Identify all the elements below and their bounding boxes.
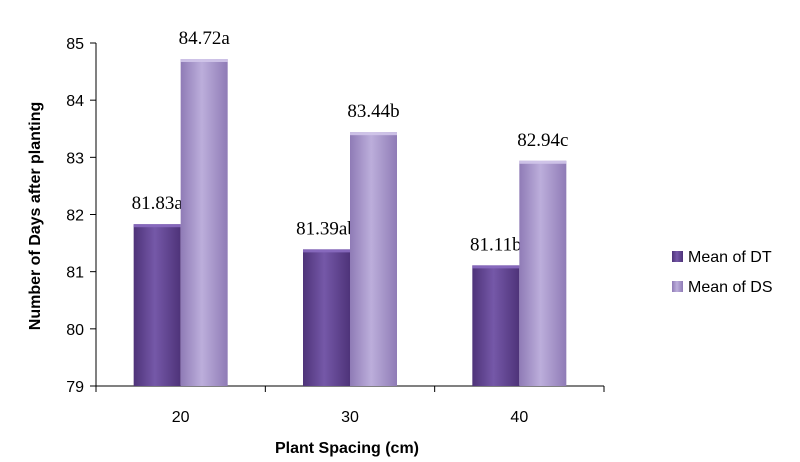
legend-label-dt: Mean of DT xyxy=(688,249,772,266)
data-label: 83.44b xyxy=(347,101,399,122)
bar-top-highlight xyxy=(350,132,397,136)
legend-swatch-dt xyxy=(672,251,683,262)
bar-dt xyxy=(133,224,181,386)
plot-area: 79 80 81 82 83 84 85 20 81.83a 84.72a 30 81.39ab 83.… xyxy=(66,28,605,426)
bar-top-highlight xyxy=(303,249,350,253)
legend: Mean of DT Mean of DS xyxy=(672,249,772,296)
bar-top-highlight xyxy=(472,265,520,269)
y-tick-label: 83 xyxy=(66,150,84,167)
y-tick-label: 84 xyxy=(66,93,84,110)
bar-ds xyxy=(180,59,228,387)
y-tick-label: 80 xyxy=(66,322,84,339)
bar-ds xyxy=(350,132,397,386)
bar-top-highlight xyxy=(519,160,567,164)
data-label: 81.11b xyxy=(470,234,522,255)
y-tick-label: 85 xyxy=(66,36,84,53)
x-tick-label: 20 xyxy=(172,409,190,426)
y-tick-label: 79 xyxy=(66,379,84,396)
y-tick-label: 82 xyxy=(66,208,84,225)
data-label: 84.72a xyxy=(179,28,231,49)
x-tick-label: 40 xyxy=(510,409,528,426)
legend-item-dt: Mean of DT xyxy=(672,249,772,266)
legend-swatch-ds xyxy=(672,281,683,292)
legend-item-ds: Mean of DS xyxy=(672,279,772,296)
y-tick-label: 81 xyxy=(66,265,84,282)
data-label: 82.94c xyxy=(517,130,568,151)
bar-top-highlight xyxy=(180,59,228,63)
y-axis-title: Number of Days after planting xyxy=(27,102,44,330)
bar-top-highlight xyxy=(133,224,181,228)
x-axis-title: Plant Spacing (cm) xyxy=(275,440,419,457)
data-label: 81.83a xyxy=(132,193,184,214)
x-tick-label: 30 xyxy=(341,409,359,426)
bar-dt xyxy=(472,265,520,386)
legend-label-ds: Mean of DS xyxy=(688,279,772,296)
bar-ds xyxy=(519,160,567,386)
bar-dt xyxy=(303,249,350,386)
data-label: 81.39ab xyxy=(296,218,357,239)
